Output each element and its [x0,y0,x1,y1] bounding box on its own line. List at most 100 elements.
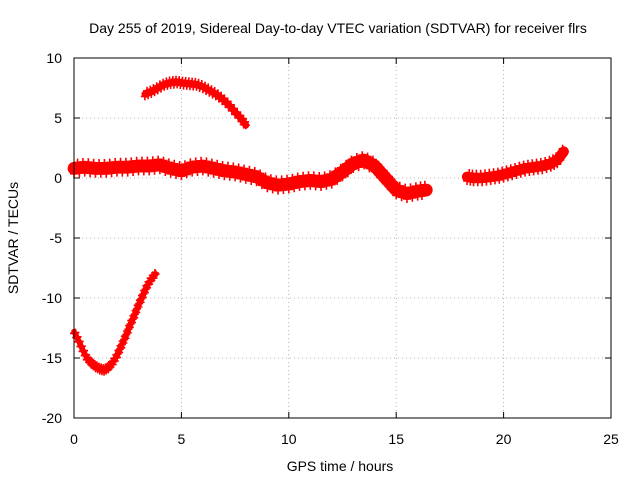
data-point-marker [542,165,551,173]
y-axis-label: SDTVAR / TECUs [5,182,21,294]
data-point-marker [349,165,358,173]
data-point-marker [358,151,367,160]
data-point-marker [290,184,299,193]
y-tick-label: 5 [54,110,62,126]
data-point-marker [157,161,166,170]
data-point-marker [393,186,402,195]
data-point-marker [238,169,247,178]
data-point-marker [324,176,333,184]
x-tick-label: 20 [496,431,512,447]
data-point-marker [374,160,383,169]
data-point-marker [236,174,245,183]
data-point-marker [325,170,334,179]
data-point-marker [159,156,168,165]
data-point-marker [256,169,265,178]
data-point-marker [508,172,517,181]
series-upper-arc [140,75,250,130]
data-point-marker [259,176,268,185]
data-point-marker [406,183,415,192]
data-point-marker [216,166,225,174]
data-point-marker [211,164,220,173]
data-point-marker [317,183,326,191]
x-axis-ticks: 0 5 10 15 20 25 [70,58,619,447]
data-point-marker [268,185,277,194]
data-point-marker [322,181,331,190]
data-point-marker [250,167,259,175]
data-point-marker [288,173,297,182]
data-point-marker [154,155,163,164]
data-point-marker [261,172,270,181]
data-point-marker [247,177,256,185]
y-tick-label: -10 [42,290,62,306]
y-tick-label: -15 [42,350,62,366]
data-point-marker [184,164,193,173]
x-tick-label: 10 [281,431,297,447]
y-tick-label: -5 [50,230,63,246]
grid [74,58,611,418]
data-point-marker [254,173,263,182]
data-point-marker [252,178,261,187]
data-point-marker [168,164,177,173]
x-tick-label: 25 [603,431,619,447]
data-point-marker [163,163,172,172]
x-tick-label: 0 [70,431,78,447]
data-point-marker [291,178,300,187]
data-point-marker [397,193,406,202]
data-point-marker [207,158,216,167]
data-point-marker [234,163,243,172]
series-main-band [67,151,433,203]
data-point-marker [204,168,213,177]
x-tick-label: 5 [178,431,186,447]
data-point-marker [499,174,508,183]
data-point-marker [200,162,209,171]
data-point-marker [343,169,352,178]
data-point-marker [164,158,173,167]
data-point-marker [538,166,547,175]
data-point-marker [516,169,525,178]
data-point-marker [186,158,195,167]
data-point-marker [333,177,342,185]
data-point-marker [245,165,254,174]
data-point-marker [495,175,504,184]
data-point-marker [241,121,250,130]
data-point-marker [368,155,377,164]
y-tick-label: -20 [42,410,62,426]
data-point-marker [338,173,347,182]
data-point-marker [392,191,401,200]
data-point-marker [417,192,426,200]
data-point-marker [283,174,292,183]
data-point-marker [177,172,186,181]
data-point-marker [286,179,295,188]
series-lower-arc [70,269,160,376]
data-point-marker [512,171,521,179]
data-points [67,75,569,376]
data-point-marker [410,188,419,196]
data-point-marker [214,171,223,179]
data-point-marker [379,166,388,175]
data-point-marker [395,181,404,190]
data-point-marker [420,180,429,189]
data-point-marker [553,160,562,169]
series-late-band [461,144,569,187]
data-point-marker [166,169,175,178]
data-point-marker [363,152,372,161]
data-point-marker [318,177,327,186]
data-point-marker [265,179,274,188]
data-point-marker [263,184,272,193]
data-point-marker [232,168,241,177]
y-axis-ticks: 10 5 0 -5 -10 -15 -20 [42,50,611,426]
data-point-marker [172,171,181,179]
data-point-marker [503,173,512,182]
data-point-marker [179,166,188,175]
data-point-marker [390,178,399,187]
data-point-marker [404,189,413,198]
data-point-marker [240,164,249,173]
data-point-marker [284,185,293,194]
data-point-marker [213,159,222,168]
data-point-marker [202,157,211,166]
data-point-marker [249,172,257,180]
data-point-marker [206,163,215,172]
data-point-marker [359,161,368,170]
data-point-marker [422,186,431,194]
